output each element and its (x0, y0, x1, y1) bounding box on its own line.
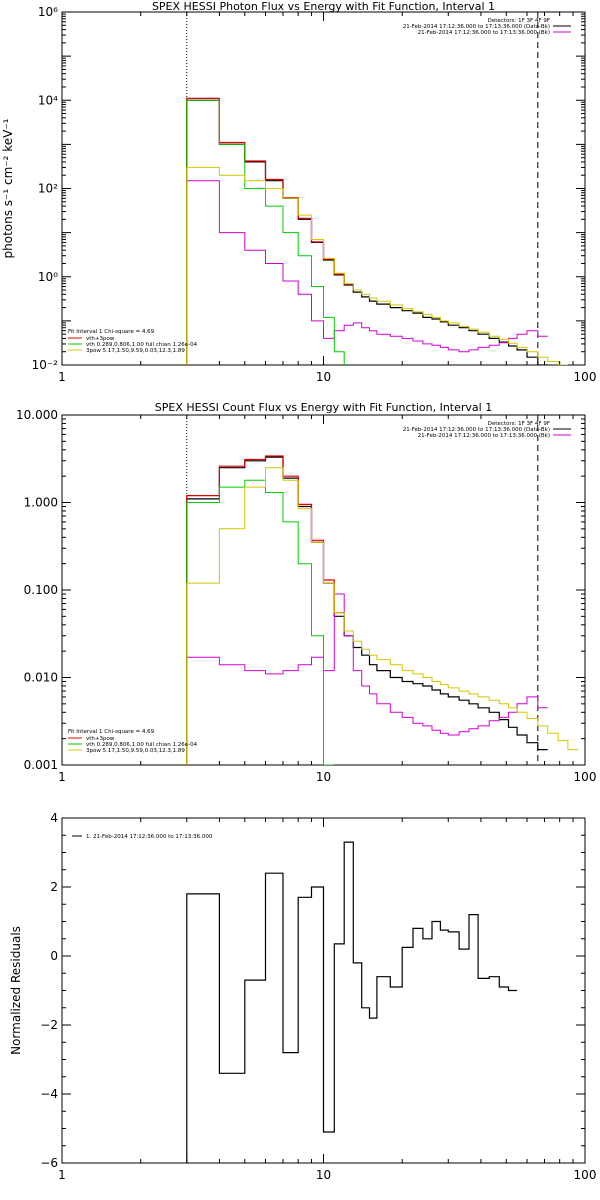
y-tick-label: 0.001 (24, 758, 58, 772)
chart-title: SPEX HESSI Photon Flux vs Energy with Fi… (152, 0, 495, 13)
chart-title: SPEX HESSI Count Flux vs Energy with Fit… (155, 401, 492, 414)
y-tick-label: 0 (50, 949, 58, 963)
y-tick-label: −2 (40, 1018, 58, 1032)
series-bk (186, 593, 548, 765)
y-tick-label: 1.000 (24, 496, 58, 510)
series-group (186, 455, 578, 765)
fit-legend-entry: 3pow 5.17,1.50,9.59,0.03,12.3,1.89 (86, 348, 185, 354)
legend-top-right-entry: 21-Feb-2014 17:12:36.000 to 17:13:36.000… (418, 433, 550, 439)
y-tick-label: 10² (38, 182, 58, 196)
y-tick-label: 10⁰ (38, 270, 58, 284)
residuals-panel: Normalized Residuals 1 10 100 −6 −4 −2 0 2 4 1. 21… (9, 811, 596, 1182)
y-tick-label: −6 (40, 1156, 58, 1170)
y-tick-label: 10⁴ (38, 93, 58, 107)
x-tick-label: 100 (574, 1168, 597, 1182)
x-tick-label: 100 (574, 770, 597, 784)
series-1-21-feb-2014-17-12-36-000-to-17-13-36-000 (186, 841, 518, 1163)
series-bk (186, 180, 548, 365)
residuals-legend-entry: 1. 21-Feb-2014 17:12:36.000 to 17:13:36.… (86, 834, 213, 840)
count-flux-panel: SPEX HESSI Count Flux vs Energy with Fit… (16, 401, 596, 784)
y-tick-label: −4 (40, 1087, 58, 1101)
x-tick-label: 1 (58, 370, 66, 384)
y-tick-label: 10⁻² (32, 358, 59, 372)
series-group (186, 97, 568, 365)
fit-legend-entry: vth+3pow (86, 336, 115, 342)
series-vth (186, 479, 335, 765)
series-group (186, 841, 518, 1163)
x-tick-label: 10 (316, 370, 331, 384)
fit-legend-header: Fit Interval 1 Chi-square = 4.69 (68, 729, 155, 735)
legend-top-right-entry: 21-Feb-2014 17:12:36.000 to 17:13:36.000… (403, 24, 550, 30)
fit-legend-entry: vth 0.289,0.806,1.00 full chian 1.26e-04 (86, 342, 198, 348)
y-tick-label: 4 (50, 811, 58, 825)
y-tick-label: 2 (50, 880, 58, 894)
y-tick-label: 0.010 (24, 671, 58, 685)
y-tick-label: 10⁶ (38, 5, 58, 19)
y-tick-label: 10.000 (16, 408, 58, 422)
legend-top-right-entry: 21-Feb-2014 17:12:36.000 to 17:13:36.000… (403, 427, 550, 433)
x-tick-label: 1 (58, 1168, 66, 1182)
legend-top-right-entry: Detectors: 1F 3F 4F 9F (488, 421, 550, 427)
series-3pow (186, 467, 578, 765)
fit-legend-entry: vth 0.289,0.806,1.00 full chian 1.26e-04 (86, 742, 198, 748)
x-tick-label: 1 (58, 770, 66, 784)
fit-legend-header: Fit Interval 1 Chi-square = 4.69 (68, 329, 155, 335)
x-tick-label: 10 (316, 770, 331, 784)
y-axis-label: Normalized Residuals (9, 926, 23, 1055)
fit-legend-entry: vth+3pow (86, 736, 115, 742)
photon-flux-panel: SPEX HESSI Photon Flux vs Energy with Fi… (1, 0, 596, 384)
series-3pow (186, 166, 568, 365)
legend-top-right-entry: Detectors: 1F 3F 4F 9F (488, 18, 550, 24)
series-data-bk (186, 456, 548, 765)
x-tick-label: 100 (574, 370, 597, 384)
fit-legend-entry: 3pow 5.17,1.50,9.59,0.03,12.3,1.89 (86, 748, 185, 754)
x-tick-label: 10 (316, 1168, 331, 1182)
y-axis-label: photons s⁻¹ cm⁻² keV⁻¹ (1, 118, 15, 258)
y-tick-label: 0.100 (24, 583, 58, 597)
legend-top-right-entry: 21-Feb-2014 17:12:36.000 to 17:13:36.000… (418, 30, 550, 36)
series-vth (186, 99, 345, 365)
series-vth-3pow (186, 97, 354, 365)
